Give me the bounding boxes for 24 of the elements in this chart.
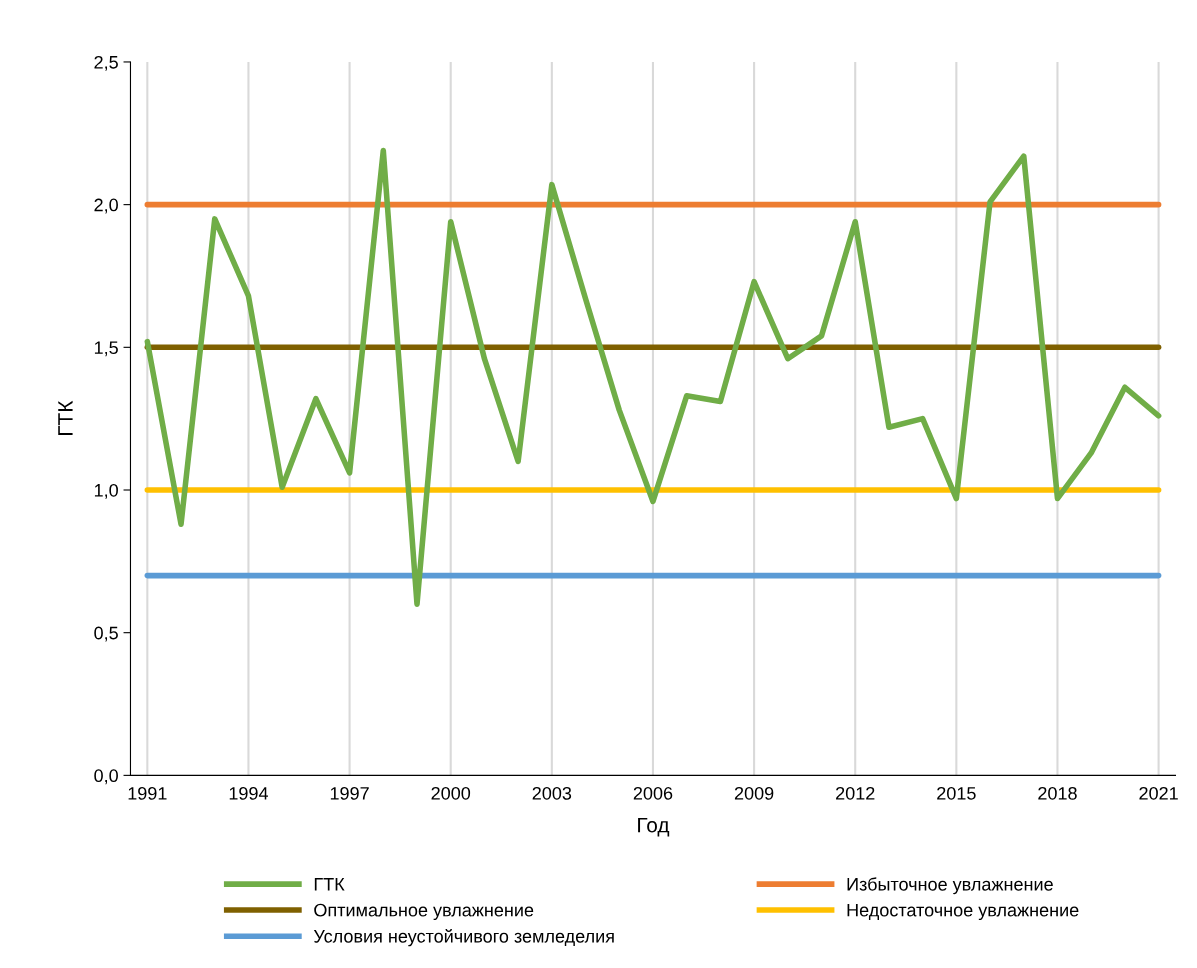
x-tick-label: 1991 <box>128 786 167 800</box>
y-axis-title: ГТК <box>58 400 73 436</box>
y-tick-label: 0,5 <box>94 626 118 642</box>
legend-label: Избыточное увлажнение <box>847 877 1053 895</box>
x-tick-label: 2018 <box>1038 786 1077 800</box>
x-tick-label: 2006 <box>633 786 673 800</box>
x-tick-label: 2000 <box>431 786 471 800</box>
y-tick-label: 2,5 <box>94 55 118 71</box>
legend-label: Недостаточное увлажнение <box>847 903 1079 921</box>
x-tick-label: 2015 <box>937 786 976 800</box>
y-tick-label: 2,0 <box>94 198 118 214</box>
x-tick-label: 1994 <box>229 786 269 800</box>
x-tick-label: 2012 <box>836 786 875 800</box>
y-tick-label: 1,5 <box>94 341 118 357</box>
x-tick-label: 2021 <box>1139 786 1178 800</box>
x-tick-label: 1997 <box>330 786 369 800</box>
x-tick-label: 2003 <box>532 786 572 800</box>
y-tick-label: 0,0 <box>94 769 118 785</box>
x-axis-title: Год <box>638 817 670 837</box>
y-tick-label: 1,0 <box>94 483 118 499</box>
legend-label: Условия неустойчивого земледелия <box>313 929 614 947</box>
legend-label: Оптимальное увлажнение <box>314 903 534 921</box>
legend-label: ГТК <box>314 878 345 891</box>
x-tick-label: 2009 <box>734 786 774 800</box>
